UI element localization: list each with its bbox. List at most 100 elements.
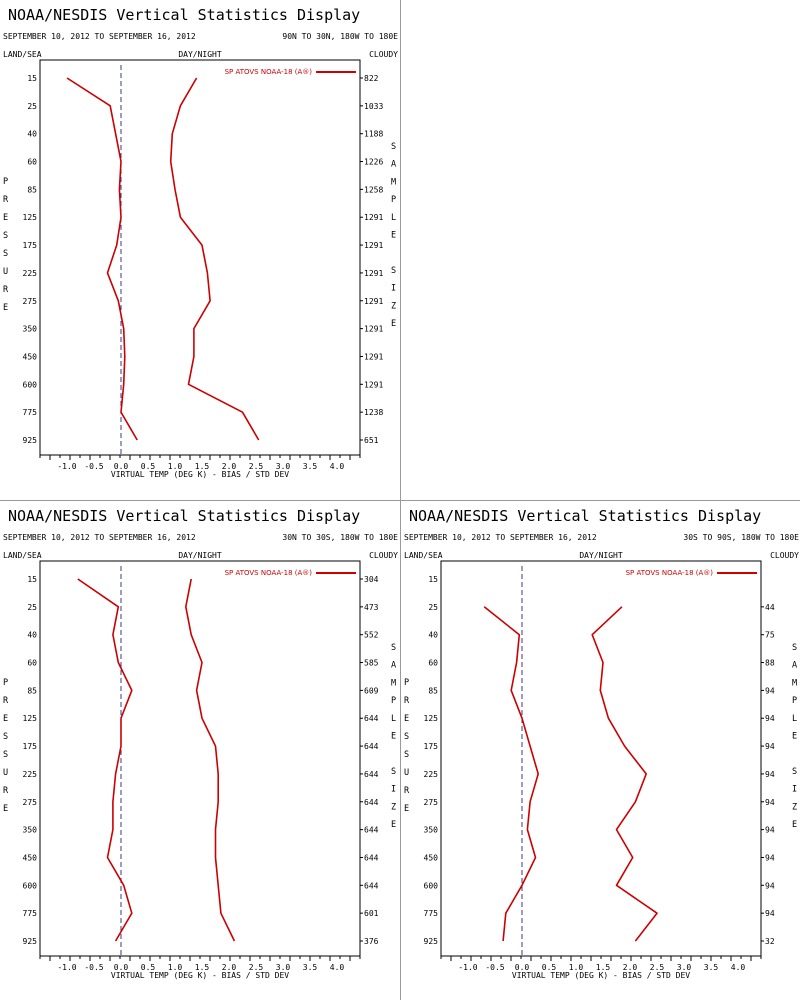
sample-size-label: 44	[765, 603, 775, 612]
right-axis-label-letter: P	[391, 195, 396, 205]
right-axis-label-letter: E	[391, 231, 396, 241]
sample-size-label: 552	[364, 631, 379, 640]
x-tick-label: 2.5	[650, 963, 665, 972]
panel-north: NOAA/NESDIS Vertical Statistics Display S…	[0, 0, 400, 500]
x-tick-label: 3.0	[677, 963, 692, 972]
x-tick-label: 1.0	[168, 462, 183, 471]
land-sea-label: LAND/SEA	[3, 551, 42, 560]
y-axis-label-letter: P	[3, 177, 8, 187]
std-dev-series-line	[591, 606, 658, 942]
region-label: 30S TO 90S, 180W TO 180E	[683, 533, 799, 542]
y-axis-label-letter: R	[3, 696, 9, 706]
right-axis-label-letter: S	[391, 643, 396, 653]
y-axis-label-letter: E	[3, 303, 8, 313]
y-axis-label-letter: R	[3, 786, 9, 796]
pressure-level-label: 925	[23, 436, 38, 445]
pressure-level-label: 925	[23, 937, 38, 946]
x-axis-label: VIRTUAL TEMP (DEG K) - BIAS / STD DEV	[111, 470, 289, 479]
x-tick-label: 3.0	[276, 462, 291, 471]
pressure-level-label: 600	[23, 380, 38, 389]
y-axis-label-letter: U	[3, 267, 8, 277]
right-axis-label-letter: P	[391, 696, 396, 706]
sample-size-label: 376	[364, 937, 379, 946]
right-axis-label-letter: E	[391, 820, 396, 830]
sample-size-label: 88	[765, 659, 775, 668]
x-tick-label: 3.5	[303, 462, 318, 471]
x-tick-label: 3.5	[704, 963, 719, 972]
pressure-level-label: 15	[27, 575, 37, 584]
x-tick-label: 1.0	[168, 963, 183, 972]
sample-size-label: 1291	[364, 213, 383, 222]
x-tick-label: 0.5	[542, 963, 557, 972]
y-axis-label-letter: R	[404, 696, 410, 706]
pressure-level-label: 775	[23, 408, 38, 417]
x-tick-label: 4.0	[731, 963, 746, 972]
bias-series-line	[483, 606, 539, 942]
y-axis-label-letter: R	[3, 285, 9, 295]
pressure-level-label: 225	[424, 770, 439, 779]
plot-frame	[39, 560, 361, 957]
pressure-level-label: 275	[424, 798, 439, 807]
sample-size-label: 94	[765, 909, 775, 918]
sample-size-label: 1188	[364, 130, 383, 139]
right-axis-label-letter: S	[792, 643, 797, 653]
sample-size-label: 601	[364, 909, 379, 918]
sample-size-label: 1238	[364, 408, 383, 417]
sample-size-label: 822	[364, 74, 379, 83]
right-axis-label-letter: E	[391, 319, 396, 329]
x-tick-label: 2.5	[249, 963, 264, 972]
sample-size-label: 1291	[364, 325, 383, 334]
right-axis-label-letter: S	[391, 142, 396, 152]
pressure-level-label: 600	[424, 881, 439, 890]
x-tick-label: 4.0	[330, 963, 345, 972]
right-axis-label-letter: P	[792, 696, 797, 706]
pressure-level-label: 25	[27, 603, 37, 612]
x-tick-label: 0.5	[141, 462, 156, 471]
sample-size-label: 585	[364, 659, 379, 668]
right-axis-label-letter: Z	[391, 802, 396, 812]
y-axis-label-letter: P	[404, 678, 409, 688]
sample-size-label: 1291	[364, 297, 383, 306]
plot-frame	[39, 59, 361, 456]
sample-size-label: 94	[765, 742, 775, 751]
chart-tropics: NOAA/NESDIS Vertical Statistics Display S…	[3, 507, 398, 980]
y-axis-label-letter: R	[404, 786, 410, 796]
pressure-level-label: 775	[424, 909, 439, 918]
bias-series-line	[66, 77, 138, 441]
sample-size-label: 94	[765, 853, 775, 862]
y-axis-label-letter: U	[404, 768, 409, 778]
sample-size-label: 644	[364, 881, 379, 890]
pressure-level-label: 40	[27, 631, 37, 640]
pressure-level-label: 25	[428, 603, 438, 612]
y-axis-label-letter: U	[3, 768, 8, 778]
chart-north: NOAA/NESDIS Vertical Statistics Display S…	[3, 6, 398, 479]
pressure-level-label: 40	[27, 130, 37, 139]
x-tick-label: -1.0	[57, 462, 76, 471]
x-tick-label: 2.0	[222, 963, 237, 972]
x-tick-label: 0.0	[114, 462, 129, 471]
x-tick-label: -0.5	[84, 462, 103, 471]
x-tick-label: 1.5	[195, 462, 210, 471]
land-sea-label: LAND/SEA	[404, 551, 443, 560]
x-tick-label: 0.0	[114, 963, 129, 972]
pressure-level-label: 275	[23, 297, 38, 306]
std-dev-series-line	[169, 77, 260, 441]
pressure-level-label: 350	[23, 826, 38, 835]
pressure-level-label: 925	[424, 937, 439, 946]
sample-size-label: 1291	[364, 241, 383, 250]
land-sea-label: LAND/SEA	[3, 50, 42, 59]
right-axis-label-letter: I	[792, 785, 797, 795]
sample-size-label: 644	[364, 770, 379, 779]
pressure-level-label: 125	[23, 213, 38, 222]
y-axis-label-letter: R	[3, 195, 9, 205]
y-axis-label-letter: E	[3, 213, 8, 223]
date-range: SEPTEMBER 10, 2012 TO SEPTEMBER 16, 2012	[3, 533, 196, 542]
pressure-level-label: 85	[27, 686, 37, 695]
sample-size-label: 609	[364, 686, 379, 695]
pressure-level-label: 350	[23, 325, 38, 334]
pressure-level-label: 175	[23, 241, 38, 250]
cloudy-label: CLOUDY	[369, 551, 398, 560]
right-axis-label-letter: M	[792, 678, 797, 688]
pressure-level-label: 40	[428, 631, 438, 640]
pressure-level-label: 175	[23, 742, 38, 751]
